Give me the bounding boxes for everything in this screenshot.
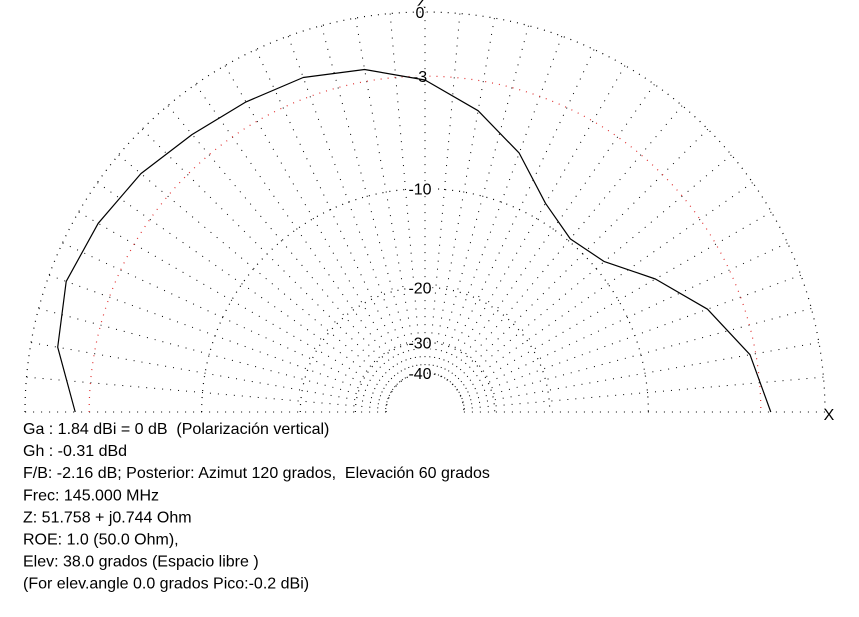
info-line: Z: 51.758 + j0.744 Ohm [23, 509, 192, 526]
info-line: F/B: -2.16 dB; Posterior: Azimut 120 gra… [23, 465, 490, 482]
info-line: Frec: 145.000 MHz [23, 487, 159, 504]
r-tick-label: -20 [408, 280, 431, 297]
r-tick-label: -10 [408, 182, 431, 199]
r-tick-label: -40 [408, 366, 431, 383]
r-tick-label: 0 [416, 5, 425, 22]
grid-ring [24, 11, 826, 413]
grid-ring [201, 188, 649, 413]
grid-ring [385, 372, 465, 413]
info-line: Elev: 38.0 grados (Espacio libre ) [23, 554, 259, 571]
x-axis-label: X [824, 407, 835, 424]
r-tick-label: -3 [413, 69, 427, 86]
info-line: Gh : -0.31 dBd [23, 443, 127, 460]
info-line: Ga : 1.84 dBi = 0 dB (Polarización verti… [23, 421, 329, 438]
r-tick-label: -30 [408, 335, 431, 352]
pattern-line [57, 68, 772, 413]
info-line: ROE: 1.0 (50.0 Ohm), [23, 532, 179, 549]
z-axis-label: Z [416, 0, 426, 12]
info-line: (For elev.angle 0.0 grados Pico:-0.2 dBi… [23, 576, 309, 593]
